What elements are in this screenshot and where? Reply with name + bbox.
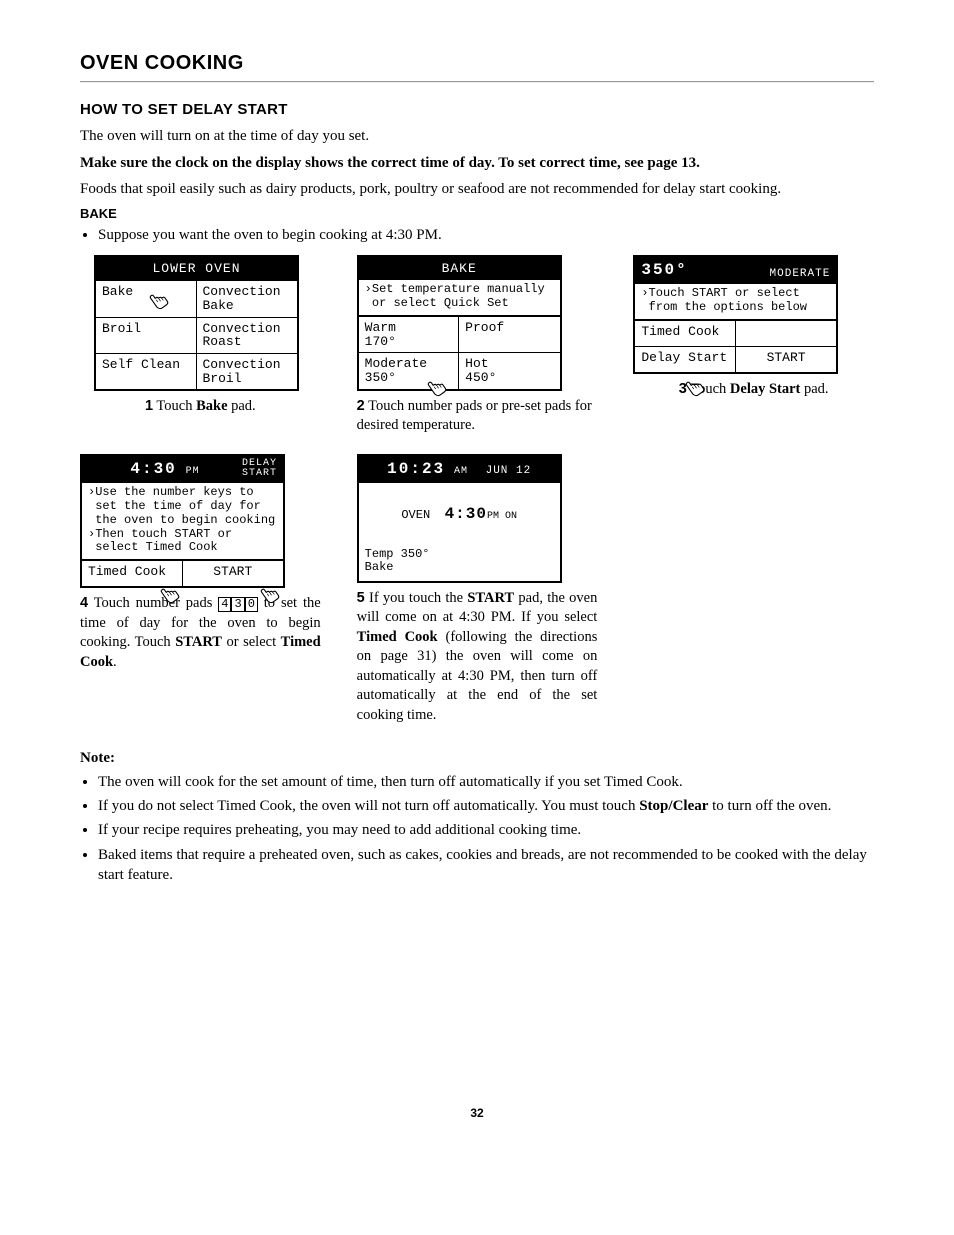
panel1-conv-bake: Convection Bake bbox=[197, 280, 298, 316]
note-item: If you do not select Timed Cook, the ove… bbox=[98, 796, 874, 816]
panel3-lcd: 350° MODERATE ›Touch START or select fro… bbox=[633, 255, 838, 374]
panel5-title: 10:23 AM JUN 12 bbox=[359, 456, 560, 484]
notes-list: The oven will cook for the set amount of… bbox=[98, 772, 874, 885]
caption-4: 4 Touch number pads 430 to set the time … bbox=[80, 594, 321, 672]
caption-1: 1 Touch Bake pad. bbox=[80, 397, 321, 417]
page: OVEN COOKING HOW TO SET DELAY START The … bbox=[0, 0, 954, 1161]
panel2-proof: Proof bbox=[459, 316, 560, 352]
panel3-grid: Timed Cook Delay Start START bbox=[635, 320, 836, 372]
bake-bullet: Suppose you want the oven to begin cooki… bbox=[98, 225, 874, 245]
intro: The oven will turn on at the time of day… bbox=[80, 126, 874, 199]
panel3-delaystart: Delay Start bbox=[635, 346, 736, 372]
row-1: LOWER OVEN Bake Convection Bake Broil Co… bbox=[80, 255, 874, 436]
panel1-title: LOWER OVEN bbox=[96, 257, 297, 281]
panel4-lcd: 4:30 PM DELAYSTART ›Use the number keys … bbox=[80, 454, 285, 589]
cell-2: BAKE ›Set temperature manually or select… bbox=[357, 255, 598, 436]
panel1-broil: Broil bbox=[96, 317, 197, 353]
panel4-msg: ›Use the number keys to set the time of … bbox=[82, 483, 283, 560]
intro-line3: Foods that spoil easily such as dairy pr… bbox=[80, 179, 874, 199]
cell-1: LOWER OVEN Bake Convection Bake Broil Co… bbox=[80, 255, 321, 417]
heading: HOW TO SET DELAY START bbox=[80, 100, 874, 120]
panel2-msg: ›Set temperature manually or select Quic… bbox=[359, 280, 560, 316]
panel3-empty bbox=[736, 320, 837, 346]
panel1-grid: Bake Convection Bake Broil Convection Ro… bbox=[96, 280, 297, 389]
panel2-title: BAKE bbox=[359, 257, 560, 281]
cell-4: 4:30 PM DELAYSTART ›Use the number keys … bbox=[80, 454, 321, 673]
panel2-moderate: Moderate 350° bbox=[359, 352, 460, 388]
panel5-lcd: 10:23 AM JUN 12 OVEN 4:30PM ON Temp 350°… bbox=[357, 454, 562, 583]
caption-5: 5 If you touch the START pad, the oven w… bbox=[357, 589, 598, 726]
panel2-hot: Hot 450° bbox=[459, 352, 560, 388]
panel4-grid: Timed Cook START bbox=[82, 560, 283, 586]
section-title: OVEN COOKING bbox=[80, 50, 874, 77]
note-item: The oven will cook for the set amount of… bbox=[98, 772, 874, 792]
panel5-bot: Temp 350°Bake bbox=[359, 545, 560, 580]
page-number: 32 bbox=[80, 1105, 874, 1121]
panel1-conv-roast: Convection Roast bbox=[197, 317, 298, 353]
cell-3: 350° MODERATE ›Touch START or select fro… bbox=[633, 255, 874, 400]
panel3-timedcook: Timed Cook bbox=[635, 320, 736, 346]
panel4-title: 4:30 PM DELAYSTART bbox=[82, 456, 283, 484]
panel4-start: START bbox=[183, 560, 284, 586]
bake-bullet-list: Suppose you want the oven to begin cooki… bbox=[98, 225, 874, 245]
notes: Note: The oven will cook for the set amo… bbox=[80, 748, 874, 886]
caption-3: 3 Touch Delay Start pad. bbox=[633, 380, 874, 400]
note-item: If your recipe requires preheating, you … bbox=[98, 820, 874, 840]
panel1-lcd: LOWER OVEN Bake Convection Bake Broil Co… bbox=[94, 255, 299, 391]
cell-5: 10:23 AM JUN 12 OVEN 4:30PM ON Temp 350°… bbox=[357, 454, 598, 726]
panel1-bake: Bake bbox=[96, 280, 197, 316]
panel1-conv-broil: Convection Broil bbox=[197, 353, 298, 389]
panel1-selfclean: Self Clean bbox=[96, 353, 197, 389]
panel3-title: 350° MODERATE bbox=[635, 257, 836, 285]
panel5-body: OVEN 4:30PM ON bbox=[359, 483, 560, 545]
panel3-msg: ›Touch START or select from the options … bbox=[635, 284, 836, 320]
note-item: Baked items that require a preheated ove… bbox=[98, 845, 874, 886]
panel2-grid: Warm 170° Proof Moderate 350° Hot 450° bbox=[359, 316, 560, 389]
bake-label: BAKE bbox=[80, 205, 874, 223]
intro-bold: Make sure the clock on the display shows… bbox=[80, 155, 700, 171]
panel4-timedcook: Timed Cook bbox=[82, 560, 183, 586]
note-label: Note: bbox=[80, 750, 115, 766]
rule bbox=[80, 81, 874, 82]
caption-2: 2 Touch number pads or pre-set pads for … bbox=[357, 397, 598, 436]
panel2-lcd: BAKE ›Set temperature manually or select… bbox=[357, 255, 562, 391]
intro-line1: The oven will turn on at the time of day… bbox=[80, 126, 874, 146]
panel3-start: START bbox=[736, 346, 837, 372]
row-2: 4:30 PM DELAYSTART ›Use the number keys … bbox=[80, 454, 874, 726]
panel2-warm: Warm 170° bbox=[359, 316, 460, 352]
